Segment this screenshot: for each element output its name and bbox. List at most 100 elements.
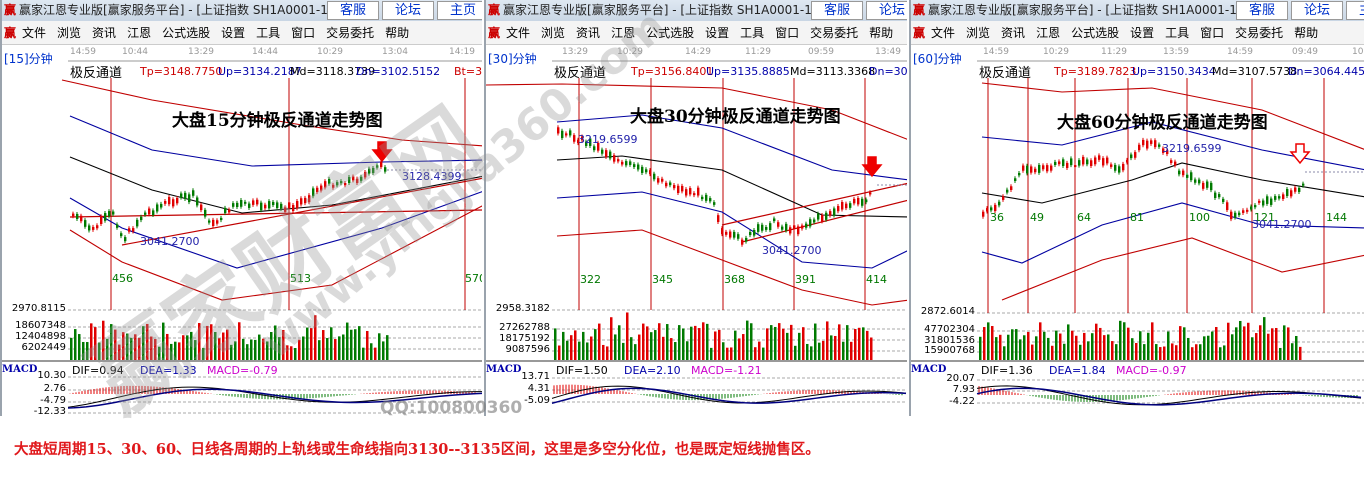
volume-bar <box>374 347 377 360</box>
candle <box>1054 161 1057 166</box>
price-annotation: 3128.4399 <box>402 170 462 183</box>
candle <box>673 185 676 189</box>
arrow-down-icon <box>861 156 883 178</box>
candle <box>1302 183 1305 186</box>
volume-bar <box>314 315 317 360</box>
macd-tick: -4.79 <box>40 395 66 406</box>
volume-bar <box>662 336 665 360</box>
menu-item[interactable]: 公式选股 <box>162 26 211 40</box>
menu-item[interactable]: 设置 <box>1130 26 1155 40</box>
candle <box>621 161 624 165</box>
menu-item[interactable]: 资讯 <box>576 26 601 40</box>
menu-item[interactable]: 窗口 <box>775 26 800 40</box>
menu-item[interactable]: 资讯 <box>1001 26 1026 40</box>
menu-item[interactable]: 江恩 <box>611 26 636 40</box>
indicator-up: Up=3135.8885 <box>706 65 790 78</box>
candle <box>717 215 720 222</box>
indicator-up: Up=3150.3434 <box>1132 65 1216 78</box>
titlebar-button-1[interactable]: 论坛 <box>866 1 907 20</box>
titlebar-button-2[interactable]: 主页 <box>437 1 482 20</box>
app-logo: 赢 <box>488 3 501 17</box>
menu-item[interactable]: 窗口 <box>291 26 316 40</box>
volume-bar <box>1279 347 1282 360</box>
volume-bar <box>278 337 281 360</box>
volume-bar <box>378 333 381 360</box>
volume-bar <box>1015 329 1018 360</box>
menu-item[interactable]: 江恩 <box>127 26 152 40</box>
volume-bar <box>178 342 181 360</box>
volume-bar <box>1127 327 1130 360</box>
volume-tick: 12404898 <box>15 331 66 342</box>
titlebar-button-2[interactable]: 主页 <box>1346 1 1364 20</box>
menu-item[interactable]: 交易委托 <box>810 26 859 40</box>
titlebar-button-1[interactable]: 论坛 <box>1291 1 1343 20</box>
volume-bar <box>1091 333 1094 360</box>
volume-bar <box>678 325 681 360</box>
menu-item[interactable]: 交易委托 <box>1235 26 1284 40</box>
volume-bar <box>1243 326 1246 360</box>
candle <box>340 181 343 184</box>
volume-bar <box>326 338 329 360</box>
menu-item[interactable]: 浏览 <box>966 26 991 40</box>
menu-item[interactable]: 文件 <box>22 26 47 40</box>
candle <box>148 208 151 215</box>
volume-bar <box>786 332 789 360</box>
titlebar-button-0[interactable]: 客服 <box>1236 1 1288 20</box>
menu-item[interactable]: 工具 <box>256 26 281 40</box>
menu-item[interactable]: 公式选股 <box>1071 26 1120 40</box>
candle <box>192 190 195 196</box>
candle <box>220 217 223 221</box>
candle <box>336 182 339 186</box>
candle <box>833 208 836 216</box>
volume-bar <box>1143 344 1146 360</box>
candle <box>1274 196 1277 200</box>
titlebar-button-0[interactable]: 客服 <box>327 1 379 20</box>
volume-bar <box>1211 331 1214 360</box>
volume-bar <box>610 317 613 360</box>
menu-item[interactable]: 窗口 <box>1200 26 1225 40</box>
candle <box>721 228 724 235</box>
volume-bar <box>310 328 313 360</box>
life-line <box>556 155 907 218</box>
candle <box>1122 163 1125 171</box>
menu-item[interactable]: 帮助 <box>385 26 410 40</box>
candle <box>1070 158 1073 166</box>
volume-bar <box>802 327 805 360</box>
period-label: [30]分钟 <box>488 52 537 66</box>
volume-bar <box>810 346 813 360</box>
cycle-number: 81 <box>1130 211 1144 224</box>
volume-bar <box>334 339 337 360</box>
volume-bar <box>98 342 101 360</box>
titlebar-button-1[interactable]: 论坛 <box>382 1 434 20</box>
volume-bar <box>658 323 661 360</box>
candle <box>1210 182 1213 191</box>
titlebar-button-0[interactable]: 客服 <box>811 1 863 20</box>
volume-bar <box>606 346 609 360</box>
menu-item[interactable]: 江恩 <box>1036 26 1061 40</box>
menu-item[interactable]: 交易委托 <box>326 26 375 40</box>
volume-bar <box>854 329 857 360</box>
volume-bar <box>838 324 841 360</box>
menu-item[interactable]: 设置 <box>705 26 730 40</box>
candle <box>372 167 375 174</box>
menu-item[interactable]: 工具 <box>1165 26 1190 40</box>
volume-bar <box>670 338 673 360</box>
menu-item[interactable]: 帮助 <box>1294 26 1319 40</box>
menu-item[interactable]: 资讯 <box>92 26 117 40</box>
volume-bar <box>1099 327 1102 360</box>
time-tick: 10 <box>1352 47 1364 57</box>
menu-item[interactable]: 公式选股 <box>646 26 695 40</box>
menu-item[interactable]: 设置 <box>221 26 246 40</box>
indicator-dn: Dn=3090. <box>869 65 907 78</box>
menu-item[interactable]: 浏览 <box>57 26 82 40</box>
menu-item[interactable]: 工具 <box>740 26 765 40</box>
macd-dif: DIF=1.50 <box>556 364 608 377</box>
chart-canvas <box>2 60 482 414</box>
menu-item[interactable]: 文件 <box>506 26 531 40</box>
channel-band <box>69 205 482 301</box>
volume-bar <box>554 328 557 360</box>
menu-item[interactable]: 帮助 <box>869 26 894 40</box>
chart-panel-1: 赢赢家江恩专业版[赢家服务平台] - [上证指数 SH1A0001-1 客服 论坛主… <box>0 0 482 416</box>
menu-item[interactable]: 浏览 <box>541 26 566 40</box>
menu-item[interactable]: 文件 <box>931 26 956 40</box>
